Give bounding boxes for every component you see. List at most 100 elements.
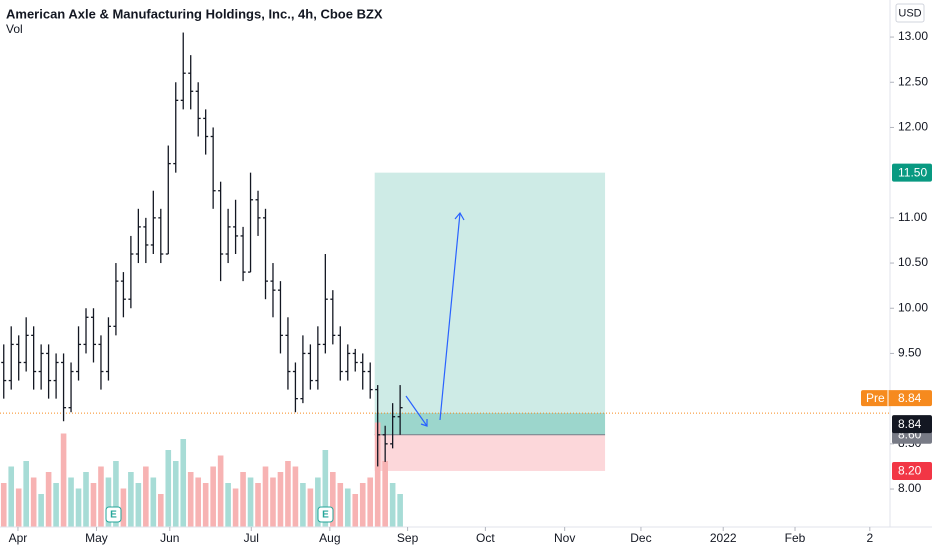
volume-bar: [157, 494, 164, 527]
volume-bar: [105, 477, 112, 527]
volume-bar: [217, 455, 224, 527]
volume-bar: [128, 472, 134, 527]
volume-bar: [389, 483, 396, 527]
volume-bar: [172, 461, 179, 527]
y-tick-label: 13.00: [898, 29, 928, 43]
volume-bar: [15, 488, 22, 527]
profit-zone: [374, 172, 606, 435]
price-label-box: [892, 461, 932, 480]
volume-bar: [307, 488, 314, 527]
volume-bar: [8, 466, 15, 527]
volume-bar: [210, 466, 216, 527]
y-tick-label: 12.00: [898, 120, 928, 134]
volume-bar: [277, 472, 284, 527]
volume-bar: [247, 477, 254, 527]
y-tick-label: 9.50: [898, 346, 922, 360]
x-tick-label: Oct: [476, 531, 495, 545]
currency-box[interactable]: [895, 3, 925, 23]
volume-bar: [23, 461, 29, 527]
volume-bar: [344, 488, 351, 527]
last-price-label: 8.84: [898, 417, 922, 431]
volume-bar: [255, 483, 261, 527]
volume-bar: [322, 450, 329, 527]
volume-bar: [315, 477, 321, 527]
x-tick-label: May: [85, 531, 108, 545]
x-tick-label: Jun: [160, 531, 179, 545]
x-tick-label: 2022: [710, 531, 737, 545]
earnings-icon[interactable]: E: [317, 506, 334, 523]
volume-bar: [225, 483, 231, 527]
price-label: 8.20: [898, 464, 922, 478]
volume-bar: [60, 433, 67, 527]
volume-bar: [180, 439, 187, 527]
volume-bar: [98, 466, 104, 527]
volume-bar: [359, 483, 366, 527]
volume-bar: [330, 472, 336, 527]
volume-bar: [53, 483, 59, 527]
volume-bar: [367, 477, 374, 527]
volume-bar: [270, 477, 276, 527]
x-tick-label: Feb: [785, 531, 806, 545]
x-tick-label: Aug: [319, 531, 340, 545]
volume-bar: [135, 483, 142, 527]
volume-title: Vol: [6, 22, 23, 36]
volume-bar: [262, 466, 269, 527]
volume-bar: [150, 477, 157, 527]
volume-bar: [337, 483, 344, 527]
volume-bar: [30, 477, 37, 527]
volume-bar: [202, 483, 209, 527]
volume-bar: [352, 494, 359, 527]
svg-text:E: E: [322, 510, 329, 521]
volume-bar: [300, 483, 306, 527]
loss-zone: [374, 434, 606, 471]
y-tick-label: 8.00: [898, 481, 922, 495]
y-tick-label: 11.00: [898, 210, 927, 224]
x-tick-label: 2: [866, 531, 873, 545]
arrow-head: [454, 211, 465, 221]
earnings-icon[interactable]: E: [105, 506, 122, 523]
plot: [0, 32, 890, 527]
volume-bar: [285, 461, 291, 527]
pre-market-label: 8.84: [898, 391, 922, 405]
volume-bar: [68, 477, 74, 527]
currency: USD: [898, 7, 921, 19]
y-tick-label: 12.50: [898, 74, 928, 88]
volume-bar: [83, 472, 89, 527]
volume-bar: [45, 472, 52, 527]
x-tick-label: Jul: [244, 531, 259, 545]
volume-bar: [90, 483, 97, 527]
volume-bar: [292, 466, 299, 527]
volume-bar: [374, 422, 381, 527]
volume-bar: [75, 488, 82, 527]
price-label: 11.50: [898, 165, 927, 179]
x-tick-label: Dec: [630, 531, 651, 545]
price-label-box: [892, 163, 932, 182]
volume-bar: [232, 488, 239, 527]
arrow-head: [420, 419, 428, 427]
arrow-down: [405, 395, 428, 427]
y-tick-label: 10.50: [898, 255, 928, 269]
volume-bar: [382, 461, 388, 527]
x-tick-label: Nov: [554, 531, 575, 545]
chart-title: American Axle & Manufacturing Holdings, …: [6, 6, 383, 21]
volume-bar: [240, 472, 246, 527]
volume-bar: [120, 488, 127, 527]
volume-bar: [0, 483, 7, 527]
arrow-up: [439, 212, 461, 421]
volume-bar: [165, 450, 172, 527]
volume-bar: [143, 466, 149, 527]
volume-bar: [397, 494, 403, 527]
volume-bar: [38, 494, 44, 527]
pre-market-name: Pre: [866, 391, 885, 405]
svg-text:E: E: [110, 510, 117, 521]
volume-bar: [187, 472, 194, 527]
arrows: [405, 211, 465, 427]
y-tick-label: 10.00: [898, 300, 928, 314]
x-tick-label: Apr: [9, 531, 28, 545]
volume-bar: [113, 461, 119, 527]
open-profit-zone: [374, 413, 606, 435]
last-price-box: [892, 415, 932, 434]
x-tick-label: Sep: [397, 531, 419, 545]
